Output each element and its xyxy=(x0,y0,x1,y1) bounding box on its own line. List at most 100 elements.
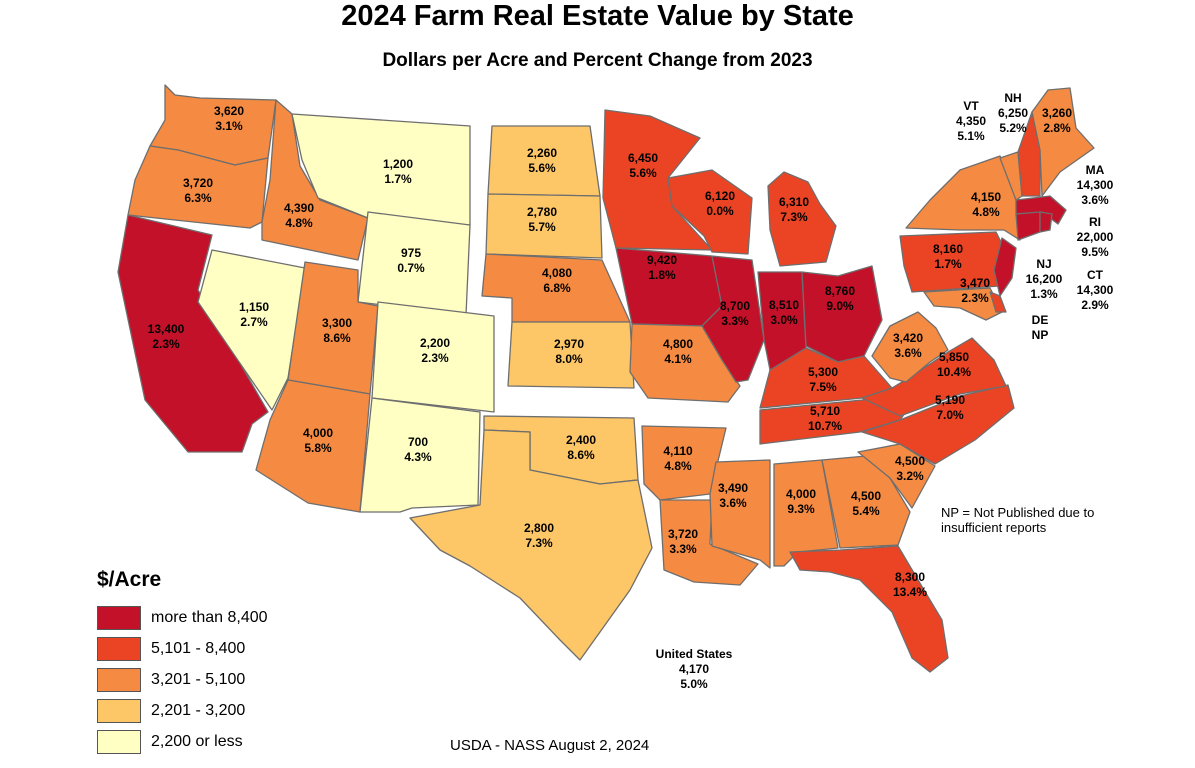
state-change-WI: 0.0% xyxy=(706,204,734,218)
state-value-LA: 3,720 xyxy=(668,527,698,541)
state-CA xyxy=(117,214,269,453)
state-change-OR: 6.3% xyxy=(184,191,212,205)
state-value-TX: 2,800 xyxy=(524,521,554,535)
state-change-TN: 10.7% xyxy=(808,419,842,433)
state-value-WI: 6,120 xyxy=(705,189,735,203)
state-change-UT: 8.6% xyxy=(323,331,351,345)
state-change-CT: 2.9% xyxy=(1081,298,1109,312)
state-value-CO: 2,200 xyxy=(420,336,450,350)
state-change-MI: 7.3% xyxy=(780,210,808,224)
state-value-CA: 13,400 xyxy=(148,322,185,336)
state-WV xyxy=(871,311,949,383)
state-change-NC: 7.0% xyxy=(936,408,964,422)
state-value-SD: 2,780 xyxy=(527,205,557,219)
state-value-MO: 4,800 xyxy=(663,337,693,351)
state-NC xyxy=(861,384,1015,465)
state-NJ xyxy=(993,237,1017,297)
state-KS xyxy=(507,321,635,389)
state-value-MI: 6,310 xyxy=(779,195,809,209)
state-value-WY: 975 xyxy=(401,246,421,260)
state-change-ID: 4.8% xyxy=(285,216,313,230)
state-change-NY: 4.8% xyxy=(972,205,1000,219)
state-change-SC: 3.2% xyxy=(896,469,924,483)
state-NV xyxy=(197,249,306,411)
state-change-IL: 3.3% xyxy=(721,314,749,328)
state-value-VA: 5,850 xyxy=(939,350,969,364)
state-NM xyxy=(359,397,481,513)
state-value-NE: 4,080 xyxy=(542,266,572,280)
state-value-NH: 6,250 xyxy=(998,106,1028,120)
state-NY xyxy=(905,155,1021,241)
state-change-GA: 5.4% xyxy=(852,504,880,518)
state-change-AZ: 5.8% xyxy=(304,441,332,455)
state-value-IN: 8,510 xyxy=(769,298,799,312)
state-value-GA: 4,500 xyxy=(851,489,881,503)
map-subtitle: Dollars per Acre and Percent Change from… xyxy=(382,50,813,71)
us-change: 5.0% xyxy=(680,677,708,691)
state-change-KY: 7.5% xyxy=(809,380,837,394)
state-value-NM: 700 xyxy=(408,435,428,449)
state-value-NC: 5,190 xyxy=(935,393,965,407)
state-NH xyxy=(1017,111,1041,197)
state-change-OH: 9.0% xyxy=(826,299,854,313)
state-change-KS: 8.0% xyxy=(555,352,583,366)
state-TX xyxy=(409,429,653,661)
state-value-SC: 4,500 xyxy=(895,454,925,468)
state-change-IN: 3.0% xyxy=(770,313,798,327)
state-change-CA: 2.3% xyxy=(152,337,180,351)
state-value-OR: 3,720 xyxy=(183,176,213,190)
state-value-WA: 3,620 xyxy=(214,104,244,118)
state-change-OK: 8.6% xyxy=(567,448,595,462)
state-value-NY: 4,150 xyxy=(971,190,1001,204)
state-abbr-CT: CT xyxy=(1087,268,1104,282)
state-value-KS: 2,970 xyxy=(554,337,584,351)
state-value-NV: 1,150 xyxy=(239,300,269,314)
map-title: 2024 Farm Real Estate Value by State xyxy=(341,0,854,32)
state-change-MN: 5.6% xyxy=(629,166,657,180)
state-CO xyxy=(371,301,495,413)
state-abbr-MA: MA xyxy=(1086,163,1105,177)
legend-swatch xyxy=(97,699,141,723)
state-value-FL: 8,300 xyxy=(895,570,925,584)
state-change-NJ: 1.3% xyxy=(1030,287,1058,301)
state-abbr-VT: VT xyxy=(963,99,979,113)
state-value-MN: 6,450 xyxy=(628,151,658,165)
state-value-RI: 22,000 xyxy=(1077,230,1114,244)
state-AR xyxy=(641,425,727,501)
state-IL xyxy=(701,255,765,383)
source-credit: USDA - NASS August 2, 2024 xyxy=(450,737,650,754)
state-value-WV: 3,420 xyxy=(893,331,923,345)
state-MI xyxy=(767,171,837,267)
state-value-CT: 14,300 xyxy=(1077,283,1114,297)
state-value-KY: 5,300 xyxy=(808,365,838,379)
state-CT xyxy=(1015,211,1041,241)
state-value-OK: 2,400 xyxy=(566,433,596,447)
state-change-SD: 5.7% xyxy=(528,220,556,234)
legend-label: more than 8,400 xyxy=(151,609,268,626)
state-change-NM: 4.3% xyxy=(404,450,432,464)
state-AZ xyxy=(255,379,371,513)
state-change-MA: 3.6% xyxy=(1081,193,1109,207)
legend-swatch xyxy=(97,668,141,692)
state-change-NH: 5.2% xyxy=(999,121,1027,135)
legend-label: 5,101 - 8,400 xyxy=(151,640,246,657)
np-note: NP = Not Published due to insufficient r… xyxy=(941,505,1095,535)
legend-title: $/Acre xyxy=(97,568,162,591)
state-value-MS: 3,490 xyxy=(718,481,748,495)
legend-swatch xyxy=(97,730,141,754)
state-abbr-NH: NH xyxy=(1004,91,1021,105)
state-OH xyxy=(801,265,883,363)
state-WI xyxy=(667,169,753,255)
state-SD xyxy=(485,193,603,259)
state-change-MD: 2.3% xyxy=(961,291,989,305)
state-value-MT: 1,200 xyxy=(383,157,413,171)
state-change-CO: 2.3% xyxy=(421,351,449,365)
legend-label: 2,201 - 3,200 xyxy=(151,702,246,719)
state-value-ND: 2,260 xyxy=(527,146,557,160)
state-MD xyxy=(923,287,1003,321)
state-change-NV: 2.7% xyxy=(240,315,268,329)
state-value-ME: 3,260 xyxy=(1042,106,1072,120)
state-change-ND: 5.6% xyxy=(528,161,556,175)
state-ME xyxy=(1031,87,1095,197)
